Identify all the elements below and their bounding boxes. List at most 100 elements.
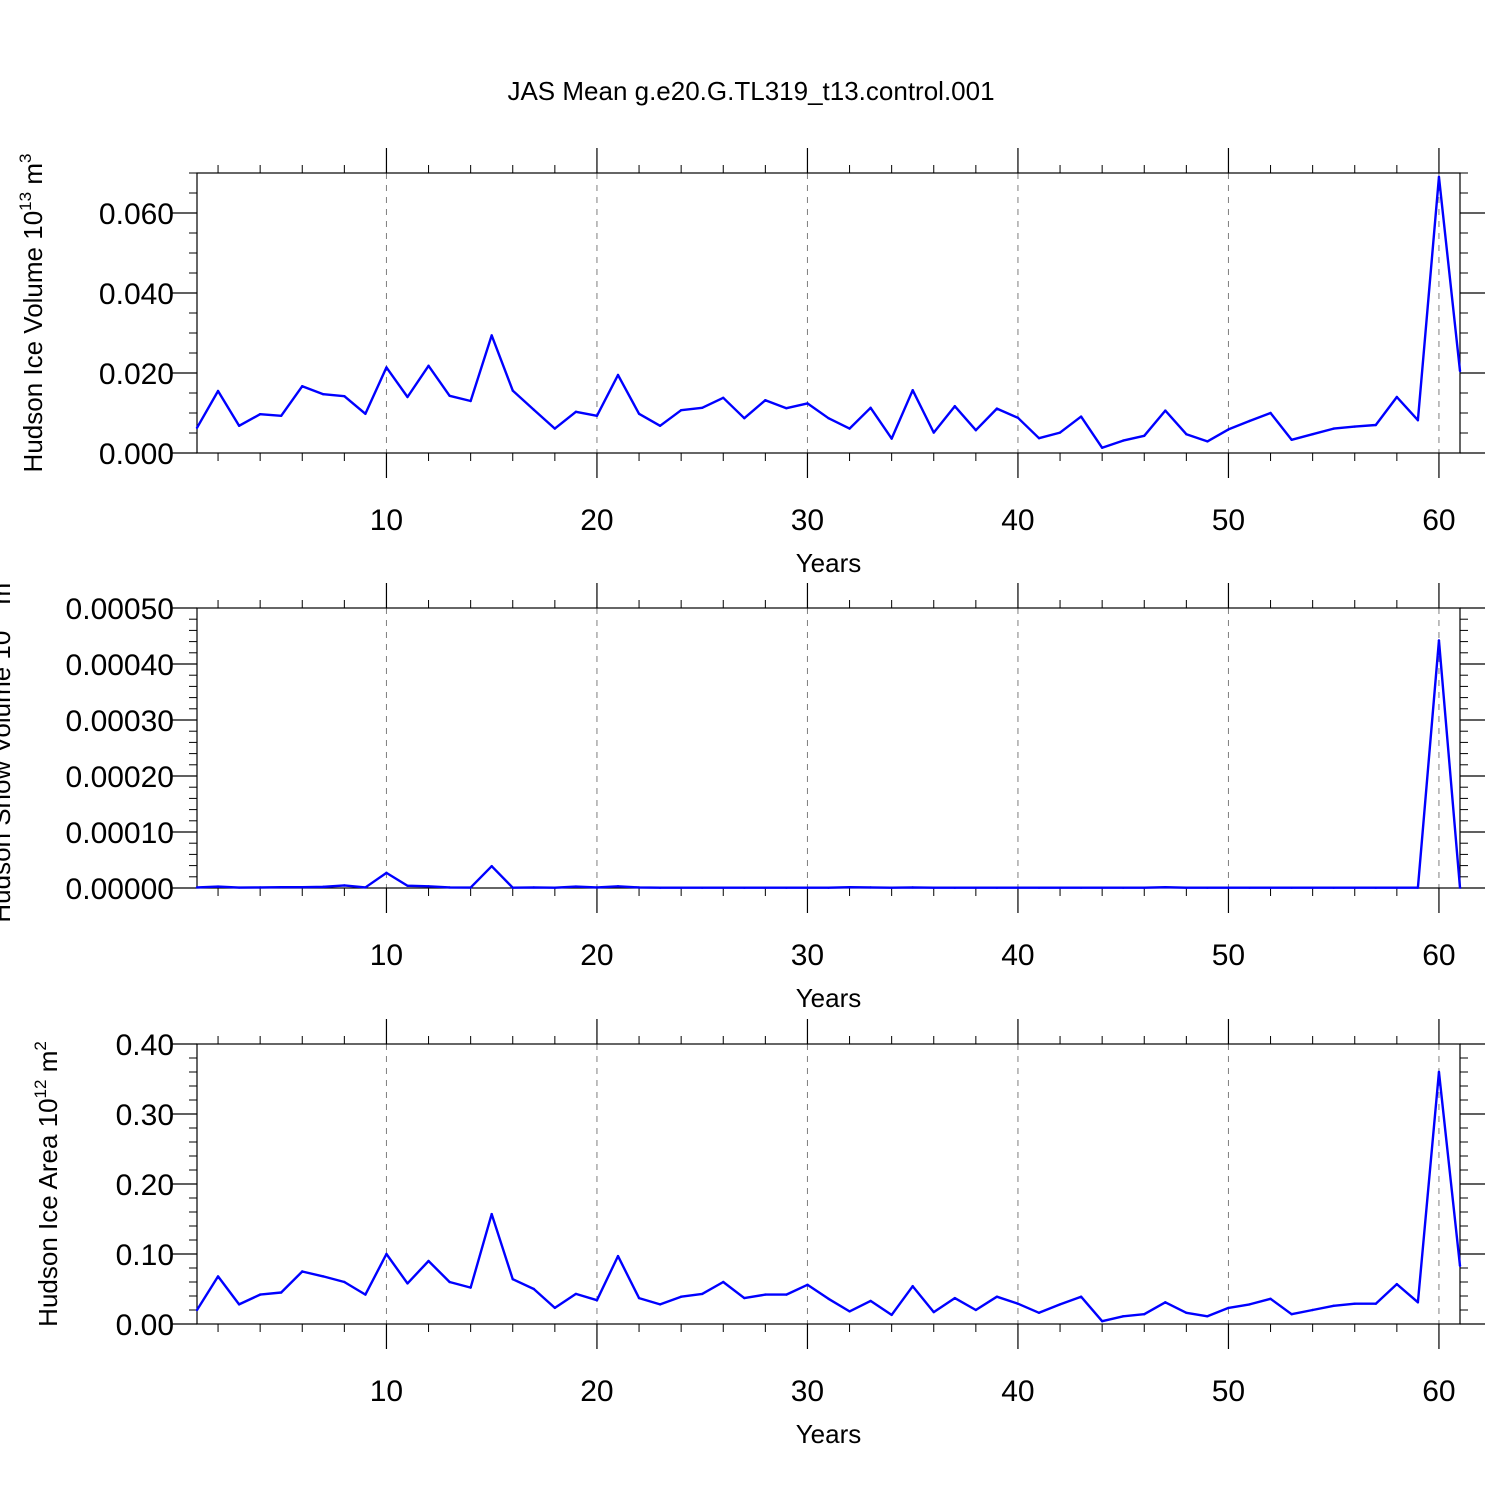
data-point <box>1374 886 1378 889</box>
data-point <box>890 1313 893 1317</box>
y-tick-label: 0.00020 <box>66 761 174 794</box>
data-point <box>764 886 767 889</box>
data-point <box>806 402 809 405</box>
y-tick-label: 0.00050 <box>66 593 174 626</box>
data-point <box>448 886 451 889</box>
data-point <box>1016 1302 1020 1305</box>
data-point <box>1016 886 1020 889</box>
data-point <box>490 864 493 868</box>
data-point <box>532 1287 535 1291</box>
data-point <box>890 437 893 440</box>
data-point <box>553 886 557 889</box>
data-point <box>1332 886 1335 889</box>
data-point <box>1037 437 1041 440</box>
data-point <box>637 412 641 415</box>
data-point <box>490 334 493 337</box>
data-point <box>785 1293 788 1296</box>
x-tick-label: 40 <box>1001 939 1034 972</box>
data-point <box>1143 886 1146 889</box>
data-point <box>1437 175 1441 179</box>
data-point <box>1290 1313 1293 1316</box>
data-point <box>616 373 620 377</box>
data-point <box>406 884 409 887</box>
data-point <box>385 1252 388 1256</box>
data-point <box>280 1291 283 1294</box>
data-point <box>932 886 935 889</box>
data-point <box>258 886 262 889</box>
y-tick-label: 0.00010 <box>66 817 174 850</box>
data-point <box>869 1299 872 1303</box>
data-point <box>1100 446 1104 449</box>
data-point <box>1248 419 1251 423</box>
data-point <box>911 389 914 392</box>
data-point <box>511 886 514 889</box>
data-point <box>1122 1315 1125 1318</box>
x-tick-label: 30 <box>791 504 824 537</box>
data-point <box>1332 427 1335 430</box>
y-axis-label-text: Hudson Ice Volume 10 <box>18 211 48 473</box>
y-tick-label: 0.30 <box>116 1099 174 1132</box>
data-point <box>1416 1301 1420 1304</box>
data-point <box>1185 433 1188 436</box>
data-point <box>532 408 535 411</box>
data-point <box>1248 1303 1251 1306</box>
data-point <box>1058 1303 1062 1306</box>
y-axis-label-unit-exponent: 2 <box>31 1041 50 1050</box>
data-point <box>1374 423 1378 427</box>
x-axis-label: Years <box>796 548 862 578</box>
data-point <box>701 1292 704 1296</box>
data-point <box>1100 886 1104 889</box>
data-point <box>1079 415 1083 418</box>
data-point <box>974 429 978 432</box>
data-point <box>1079 886 1083 889</box>
data-point <box>406 395 409 399</box>
y-axis-label: Hudson Ice Volume 1013 m3 <box>16 154 48 473</box>
data-point <box>1416 419 1420 422</box>
data-point <box>574 1292 578 1296</box>
y-axis-label-exponent: 12 <box>31 1080 50 1099</box>
y-tick-label: 0.020 <box>99 358 174 391</box>
data-point <box>1100 1320 1104 1323</box>
y-axis-label-unit-exponent: 3 <box>0 573 3 582</box>
x-tick-label: 50 <box>1212 939 1245 972</box>
data-point <box>364 412 367 415</box>
data-point <box>216 885 220 888</box>
x-tick-label: 60 <box>1422 939 1455 972</box>
data-point <box>1164 885 1167 889</box>
data-point <box>322 1275 325 1278</box>
data-point <box>1164 1301 1167 1304</box>
data-point <box>658 886 662 889</box>
data-point <box>511 1278 514 1281</box>
data-point <box>1227 1306 1230 1310</box>
data-point <box>574 885 578 888</box>
data-point <box>1122 439 1125 442</box>
x-tick-label: 40 <box>1001 504 1034 537</box>
data-point <box>806 886 809 889</box>
data-point <box>974 1308 978 1312</box>
data-point <box>848 427 851 430</box>
x-tick-label: 50 <box>1212 1375 1245 1408</box>
data-point <box>932 1310 935 1314</box>
data-point <box>258 413 262 416</box>
y-tick-label: 0.000 <box>99 438 174 471</box>
x-tick-label: 20 <box>580 939 613 972</box>
data-point <box>827 886 830 889</box>
data-point <box>785 407 788 410</box>
x-tick-label: 50 <box>1212 504 1245 537</box>
chart-panel-2: 10 20 30 40 50 60 0.00000 0.00010 0.00020 0.00030… <box>0 573 1485 1013</box>
data-point <box>869 886 872 889</box>
data-point <box>806 1283 809 1287</box>
data-point <box>427 1259 430 1263</box>
data-point <box>385 366 388 369</box>
data-point <box>1058 886 1062 889</box>
y-axis-label-text: Hudson Snow Volume 10 <box>0 631 16 923</box>
y-axis-label-unit: m <box>0 583 16 612</box>
data-point <box>616 1254 620 1258</box>
data-point <box>1016 416 1020 419</box>
x-tick-label: 10 <box>370 504 403 537</box>
data-point <box>406 1282 409 1285</box>
data-point <box>1290 438 1293 441</box>
plot-frame <box>196 172 1461 454</box>
data-point <box>216 1275 220 1278</box>
data-point <box>1227 428 1230 431</box>
